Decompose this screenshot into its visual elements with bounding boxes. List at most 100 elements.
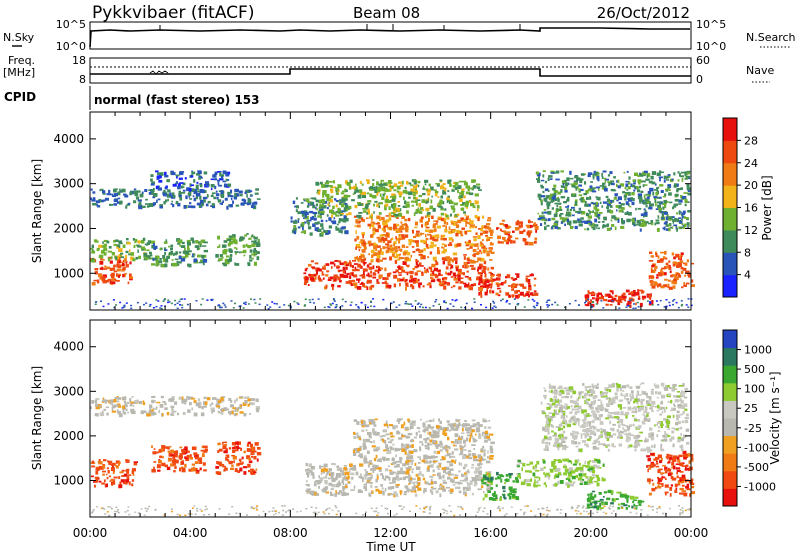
heatmap-cell [353,185,357,190]
heatmap-cell [235,263,240,266]
heatmap-cell [533,467,537,470]
heatmap-cell [551,463,555,467]
heatmap-cell [244,400,248,404]
heatmap-cell [411,468,414,471]
heatmap-cell [151,468,156,473]
heatmap-cell [392,227,398,229]
heatmap-cell [492,494,498,498]
heatmap-cell [223,263,227,267]
heatmap-cell [390,248,394,251]
heatmap-cell [418,430,421,433]
heatmap-cell [556,170,560,174]
heatmap-cell [198,204,201,208]
heatmap-cell [401,227,405,230]
heatmap-cell [577,477,581,481]
heatmap-cell [108,189,111,194]
heatmap-cell [523,294,526,297]
heatmap-cell [630,183,633,187]
heatmap-cell [318,210,322,213]
heatmap-cell [161,445,166,449]
heatmap-cell [201,239,206,243]
heatmap-cell [545,195,550,199]
heatmap-cell [144,243,147,246]
heatmap-cell [472,236,477,238]
heatmap-cell [363,474,368,477]
heatmap-cell [548,175,553,178]
heatmap-cell [312,274,317,277]
heatmap-cell [383,192,386,195]
heatmap-cell [643,201,648,205]
heatmap-cell [585,300,588,302]
heatmap-cell [489,457,494,460]
heatmap-cell [367,202,371,205]
heatmap-cell [458,490,462,494]
heatmap-cell [412,229,414,234]
heatmap-cell [485,284,490,288]
heatmap-cell [477,235,481,240]
heatmap-cell [181,192,186,194]
heatmap-cell [405,203,410,208]
heatmap-cell [389,469,392,472]
heatmap-cell [201,445,205,449]
heatmap-cell [367,180,370,185]
heatmap-cell [511,284,514,287]
heatmap-cell [381,236,384,239]
heatmap-cell [463,261,468,266]
heatmap-cell [323,463,328,468]
heatmap-cell [233,413,237,417]
heatmap-cell [319,181,323,185]
heatmap-cell [553,475,556,479]
heatmap-cell [643,184,648,186]
heatmap-cell [466,241,471,245]
heatmap-cell [218,184,222,187]
heatmap-cell [158,179,163,183]
heatmap-cell [449,455,452,459]
heatmap-cell [368,242,371,247]
heatmap-cell [418,282,422,285]
heatmap-cell [227,259,230,262]
heatmap-cell [401,433,404,437]
heatmap-cell [486,460,491,464]
heatmap-cell [649,301,651,303]
heatmap-cell [549,178,553,180]
heatmap-cell [307,201,312,204]
heatmap-cell [513,283,518,286]
heatmap-cell [297,303,300,305]
heatmap-cell [227,239,232,241]
heatmap-cell [569,225,573,230]
heatmap-cell [136,244,140,248]
heatmap-cell [119,301,122,304]
heatmap-cell [229,249,233,253]
heatmap-cell [142,400,145,403]
heatmap-cell [343,197,347,202]
heatmap-cell [452,210,455,213]
heatmap-cell [420,255,423,260]
heatmap-cell [621,220,625,225]
heatmap-cell [105,406,109,409]
heatmap-cell [556,196,559,199]
heatmap-cell [426,437,429,441]
heatmap-cell [658,209,662,213]
heatmap-cell [644,223,647,227]
heatmap-cell [416,243,418,247]
heatmap-cell [196,202,201,206]
heatmap-cell [407,418,410,422]
heatmap-cell [447,199,453,202]
heatmap-cell [656,196,660,199]
heatmap-cell [175,251,179,255]
heatmap-cell [357,306,360,308]
heatmap-cell [492,498,496,501]
heatmap-cell [438,418,440,422]
heatmap-cell [387,486,393,490]
heatmap-cell [359,463,364,467]
heatmap-cell [118,463,120,466]
heatmap-cell [266,304,269,306]
heatmap-cell [218,411,222,414]
heatmap-cell [226,454,230,458]
heatmap-cell [679,260,684,263]
heatmap-cell [473,439,478,442]
heatmap-cell [591,303,595,308]
heatmap-cell [306,491,309,494]
heatmap-cell [495,282,499,285]
heatmap-cell [418,253,423,256]
